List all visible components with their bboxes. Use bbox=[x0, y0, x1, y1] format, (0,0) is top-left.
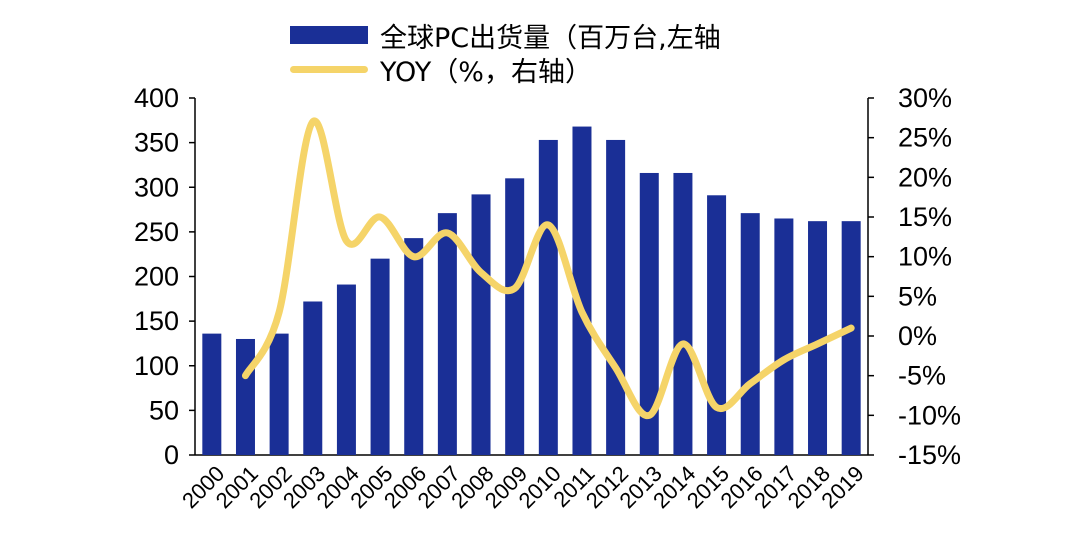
bar bbox=[538, 139, 558, 455]
y-right-tick-label: 15% bbox=[898, 202, 952, 232]
bar bbox=[740, 213, 760, 455]
bar bbox=[471, 194, 491, 455]
bar bbox=[303, 301, 323, 455]
bar bbox=[269, 333, 289, 455]
y-right-tick-label: -5% bbox=[898, 361, 946, 391]
bar bbox=[841, 221, 861, 455]
y-left-tick-label: 350 bbox=[134, 128, 179, 158]
y-right-tick-label: 20% bbox=[898, 162, 952, 192]
y-left-tick-label: 250 bbox=[134, 217, 179, 247]
y-right-tick-label: 30% bbox=[898, 83, 952, 113]
y-left-tick-label: 50 bbox=[149, 395, 179, 425]
legend-swatch-line bbox=[290, 65, 368, 73]
legend-swatch-bar bbox=[290, 26, 368, 44]
y-left-tick-label: 200 bbox=[134, 262, 179, 292]
bar bbox=[774, 218, 794, 455]
bar bbox=[572, 126, 592, 455]
bar bbox=[235, 338, 255, 455]
y-left-tick-label: 100 bbox=[134, 351, 179, 381]
legend-label-yoy: YOY（%，右轴） bbox=[380, 56, 592, 88]
legend: 全球PC出货量（百万台,左轴 YOY（%，右轴） bbox=[290, 18, 721, 88]
y-right-tick-label: -15% bbox=[898, 440, 961, 470]
y-left-tick-label: 0 bbox=[164, 440, 179, 470]
bar bbox=[404, 238, 424, 455]
y-left-tick-label: 400 bbox=[134, 83, 179, 113]
bar bbox=[606, 139, 626, 455]
legend-item-yoy: YOY（%，右轴） bbox=[290, 52, 721, 88]
bar bbox=[808, 221, 828, 455]
bar bbox=[707, 195, 727, 455]
y-right-tick-label: 10% bbox=[898, 242, 952, 272]
bar bbox=[437, 213, 457, 455]
yoy-line bbox=[241, 117, 855, 419]
y-right-tick-label: 5% bbox=[898, 281, 937, 311]
y-left-tick-label: 300 bbox=[134, 172, 179, 202]
y-right-tick-label: -10% bbox=[898, 400, 961, 430]
bar bbox=[202, 333, 222, 455]
bar bbox=[639, 172, 659, 455]
legend-label-shipments: 全球PC出货量（百万台,左轴 bbox=[380, 22, 721, 54]
bar bbox=[673, 172, 693, 455]
y-left-tick-label: 150 bbox=[134, 306, 179, 336]
bar bbox=[505, 178, 525, 455]
y-right-tick-label: 0% bbox=[898, 321, 937, 351]
bar bbox=[370, 258, 390, 455]
y-right-tick-label: 25% bbox=[898, 123, 952, 153]
legend-item-shipments: 全球PC出货量（百万台,左轴 bbox=[290, 18, 721, 54]
bar bbox=[336, 284, 356, 455]
